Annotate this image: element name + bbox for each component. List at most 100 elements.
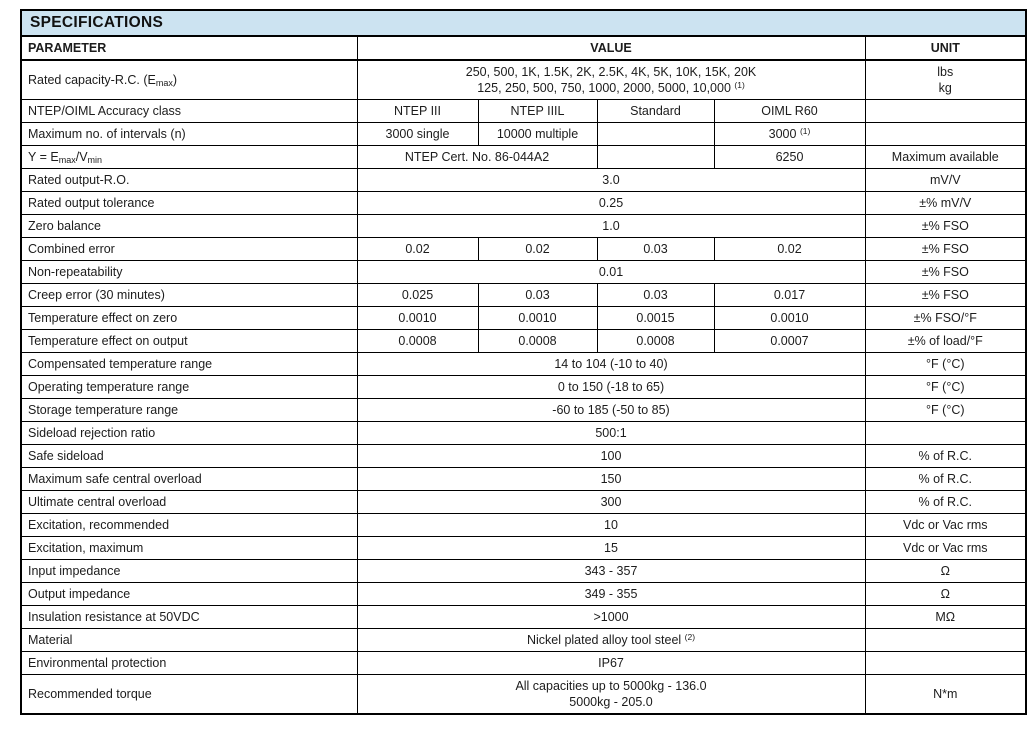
unit-cell: Ω bbox=[864, 582, 1027, 606]
value-cell: 0.02 bbox=[356, 237, 479, 261]
value-cell: -60 to 185 (-50 to 85) bbox=[356, 398, 866, 422]
table-row: Temperature effect on zero 0.0010 0.0010 0.… bbox=[20, 306, 1027, 330]
unit-cell: ±% FSO bbox=[864, 237, 1027, 261]
unit-cell: lbs kg bbox=[864, 59, 1027, 100]
parameter-cell: NTEP/OIML Accuracy class bbox=[20, 99, 358, 123]
specifications-table: SPECIFICATIONS PARAMETER VALUE UNIT Rate… bbox=[20, 9, 1028, 715]
value-cell: 3000 (1) bbox=[713, 122, 866, 146]
parameter-cell: Maximum no. of intervals (n) bbox=[20, 122, 358, 146]
value-cell: 6250 bbox=[713, 145, 866, 169]
value-cell: 0.02 bbox=[477, 237, 598, 261]
value-cell: 0.0008 bbox=[477, 329, 598, 353]
parameter-cell: Storage temperature range bbox=[20, 398, 358, 422]
parameter-cell: Rated output-R.O. bbox=[20, 168, 358, 192]
value-cell: 15 bbox=[356, 536, 866, 560]
column-header-row: PARAMETER VALUE UNIT bbox=[20, 35, 1027, 61]
parameter-cell: Input impedance bbox=[20, 559, 358, 583]
parameter-cell: Output impedance bbox=[20, 582, 358, 606]
subscript-text: max bbox=[58, 155, 76, 165]
table-row: Compensated temperature range 14 to 104 (… bbox=[20, 352, 1027, 376]
value-cell: 0.0015 bbox=[596, 306, 715, 330]
parameter-cell: Temperature effect on zero bbox=[20, 306, 358, 330]
parameter-cell: Rated output tolerance bbox=[20, 191, 358, 215]
value-cell: NTEP IIIL bbox=[477, 99, 598, 123]
value-cell: 0.02 bbox=[713, 237, 866, 261]
value-cell: 10 bbox=[356, 513, 866, 537]
value-cell: OIML R60 bbox=[713, 99, 866, 123]
value-cell bbox=[596, 145, 715, 169]
table-row: Combined error 0.02 0.02 0.03 0.02 ±% FSO bbox=[20, 237, 1027, 261]
unit-cell: ±% FSO bbox=[864, 214, 1027, 238]
unit-cell: % of R.C. bbox=[864, 467, 1027, 491]
table-row: Excitation, maximum 15 Vdc or Vac rms bbox=[20, 536, 1027, 560]
value-cell: 500:1 bbox=[356, 421, 866, 445]
unit-cell: Maximum available bbox=[864, 145, 1027, 169]
table-row: Creep error (30 minutes) 0.025 0.03 0.03 0.0… bbox=[20, 283, 1027, 307]
specifications-title: SPECIFICATIONS bbox=[20, 9, 1027, 37]
value-cell: 0.03 bbox=[596, 237, 715, 261]
value-cell bbox=[596, 122, 715, 146]
unit-cell: % of R.C. bbox=[864, 444, 1027, 468]
unit-cell: ±% mV/V bbox=[864, 191, 1027, 215]
unit-cell: ±% FSO bbox=[864, 283, 1027, 307]
superscript-text: (1) bbox=[799, 126, 811, 136]
parameter-cell: Sideload rejection ratio bbox=[20, 421, 358, 445]
table-row: Non-repeatability 0.01 ±% FSO bbox=[20, 260, 1027, 284]
parameter-cell: Non-repeatability bbox=[20, 260, 358, 284]
parameter-cell: Compensated temperature range bbox=[20, 352, 358, 376]
parameter-cell: Excitation, maximum bbox=[20, 536, 358, 560]
spec-sheet-page: SPECIFICATIONS PARAMETER VALUE UNIT Rate… bbox=[20, 9, 1028, 715]
value-cell: 150 bbox=[356, 467, 866, 491]
table-row: Maximum no. of intervals (n) 3000 single 1… bbox=[20, 122, 1027, 146]
value-cell: 0.0008 bbox=[596, 329, 715, 353]
unit-cell: Ω bbox=[864, 559, 1027, 583]
column-header-unit: UNIT bbox=[864, 35, 1027, 61]
superscript-text: (1) bbox=[734, 80, 745, 90]
parameter-cell: Safe sideload bbox=[20, 444, 358, 468]
value-cell: 10000 multiple bbox=[477, 122, 598, 146]
table-body: Rated capacity-R.C. (Emax) 250, 500, 1K, … bbox=[20, 59, 1027, 715]
table-row: Rated output tolerance 0.25 ±% mV/V bbox=[20, 191, 1027, 215]
value-cell: 300 bbox=[356, 490, 866, 514]
parameter-cell: Operating temperature range bbox=[20, 375, 358, 399]
value-cell: 3.0 bbox=[356, 168, 866, 192]
table-row: Y = Emax/Vmin NTEP Cert. No. 86-044A2 6250… bbox=[20, 145, 1027, 169]
unit-cell: °F (°C) bbox=[864, 398, 1027, 422]
value-cell: 3000 single bbox=[356, 122, 479, 146]
value-cell: 0.0010 bbox=[477, 306, 598, 330]
subscript-text: max bbox=[155, 78, 173, 88]
parameter-cell: Temperature effect on output bbox=[20, 329, 358, 353]
parameter-cell: Insulation resistance at 50VDC bbox=[20, 605, 358, 629]
unit-cell: Vdc or Vac rms bbox=[864, 536, 1027, 560]
unit-cell: MΩ bbox=[864, 605, 1027, 629]
value-cell: 0.017 bbox=[713, 283, 866, 307]
superscript-text: (2) bbox=[684, 632, 696, 642]
table-row: Zero balance 1.0 ±% FSO bbox=[20, 214, 1027, 238]
value-cell: 0.0007 bbox=[713, 329, 866, 353]
value-cell: NTEP Cert. No. 86-044A2 bbox=[356, 145, 598, 169]
unit-cell bbox=[864, 651, 1027, 675]
value-cell: 0.25 bbox=[356, 191, 866, 215]
value-cell: 250, 500, 1K, 1.5K, 2K, 2.5K, 4K, 5K, 10… bbox=[356, 59, 866, 100]
value-cell: 0.025 bbox=[356, 283, 479, 307]
unit-cell: ±% FSO bbox=[864, 260, 1027, 284]
value-cell: 0.0010 bbox=[713, 306, 866, 330]
subscript-text: min bbox=[87, 155, 103, 165]
value-cell: 1.0 bbox=[356, 214, 866, 238]
unit-cell: mV/V bbox=[864, 168, 1027, 192]
value-cell: 349 - 355 bbox=[356, 582, 866, 606]
parameter-cell: Environmental protection bbox=[20, 651, 358, 675]
title-band: SPECIFICATIONS bbox=[20, 9, 1027, 37]
unit-cell bbox=[864, 99, 1027, 123]
parameter-cell: Material bbox=[20, 628, 358, 652]
value-cell: 0.0008 bbox=[356, 329, 479, 353]
table-row: Storage temperature range -60 to 185 (-50… bbox=[20, 398, 1027, 422]
value-cell: 0.03 bbox=[596, 283, 715, 307]
column-header-value: VALUE bbox=[356, 35, 866, 61]
table-row: Environmental protection IP67 bbox=[20, 651, 1027, 675]
table-row: Recommended torque All capacities up to 5… bbox=[20, 674, 1027, 715]
parameter-cell: Excitation, recommended bbox=[20, 513, 358, 537]
table-row: Rated capacity-R.C. (Emax) 250, 500, 1K, … bbox=[20, 59, 1027, 100]
unit-cell bbox=[864, 628, 1027, 652]
table-row: Excitation, recommended 10 Vdc or Vac rms bbox=[20, 513, 1027, 537]
